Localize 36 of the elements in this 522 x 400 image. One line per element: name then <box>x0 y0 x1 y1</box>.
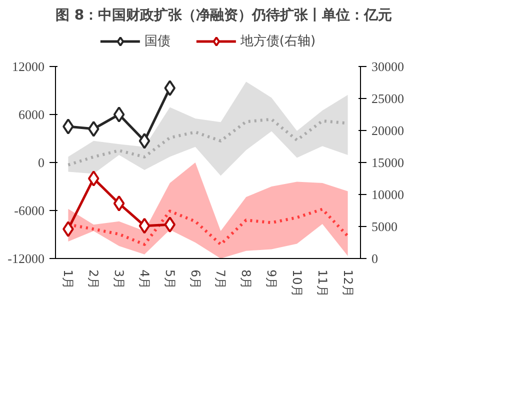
y-tick-label: -6000 <box>14 203 45 218</box>
x-tick-label: 5月 <box>162 270 177 290</box>
point <box>88 170 100 186</box>
point <box>62 118 74 134</box>
legend-label: 国债 <box>144 33 170 50</box>
chart-title: 图 8：中国财政扩张（净融资）仍待扩张丨单位：亿元 <box>56 6 392 24</box>
x-tick-label: 9月 <box>264 270 279 290</box>
y2-tick-label: 0 <box>372 251 378 266</box>
y-tick-label: 12000 <box>12 59 44 74</box>
point <box>164 216 176 233</box>
point <box>88 120 100 137</box>
point <box>164 80 176 96</box>
x-tick-label: 12月 <box>340 270 355 297</box>
x-tick-label: 8月 <box>239 270 254 290</box>
point <box>113 195 125 212</box>
y2-tick-label: 25000 <box>372 91 404 106</box>
x-tick-label: 2月 <box>86 270 101 290</box>
y2-tick-label: 10000 <box>372 187 404 202</box>
x-tick-label: 10月 <box>290 270 304 297</box>
point <box>138 218 150 234</box>
y2-tick-label: 15000 <box>372 155 404 170</box>
x-tick-label: 11月 <box>315 270 330 297</box>
point <box>113 106 125 122</box>
y2-tick-label: 5000 <box>372 219 398 234</box>
x-tick-label: 6月 <box>188 270 202 290</box>
y-tick-label: -12000 <box>8 251 45 266</box>
y-tick-label: 6000 <box>18 107 44 122</box>
x-tick-label: 3月 <box>112 270 126 290</box>
y2-tick-label: 20000 <box>372 123 404 138</box>
y-tick-label: 0 <box>38 155 44 170</box>
x-tick-label: 7月 <box>214 270 228 290</box>
x-tick-label: 1月 <box>61 270 76 290</box>
legend-label: 地方债(右轴) <box>240 33 316 50</box>
x-tick-label: 4月 <box>137 270 152 290</box>
y2-tick-label: 30000 <box>372 59 404 74</box>
point <box>138 132 150 149</box>
